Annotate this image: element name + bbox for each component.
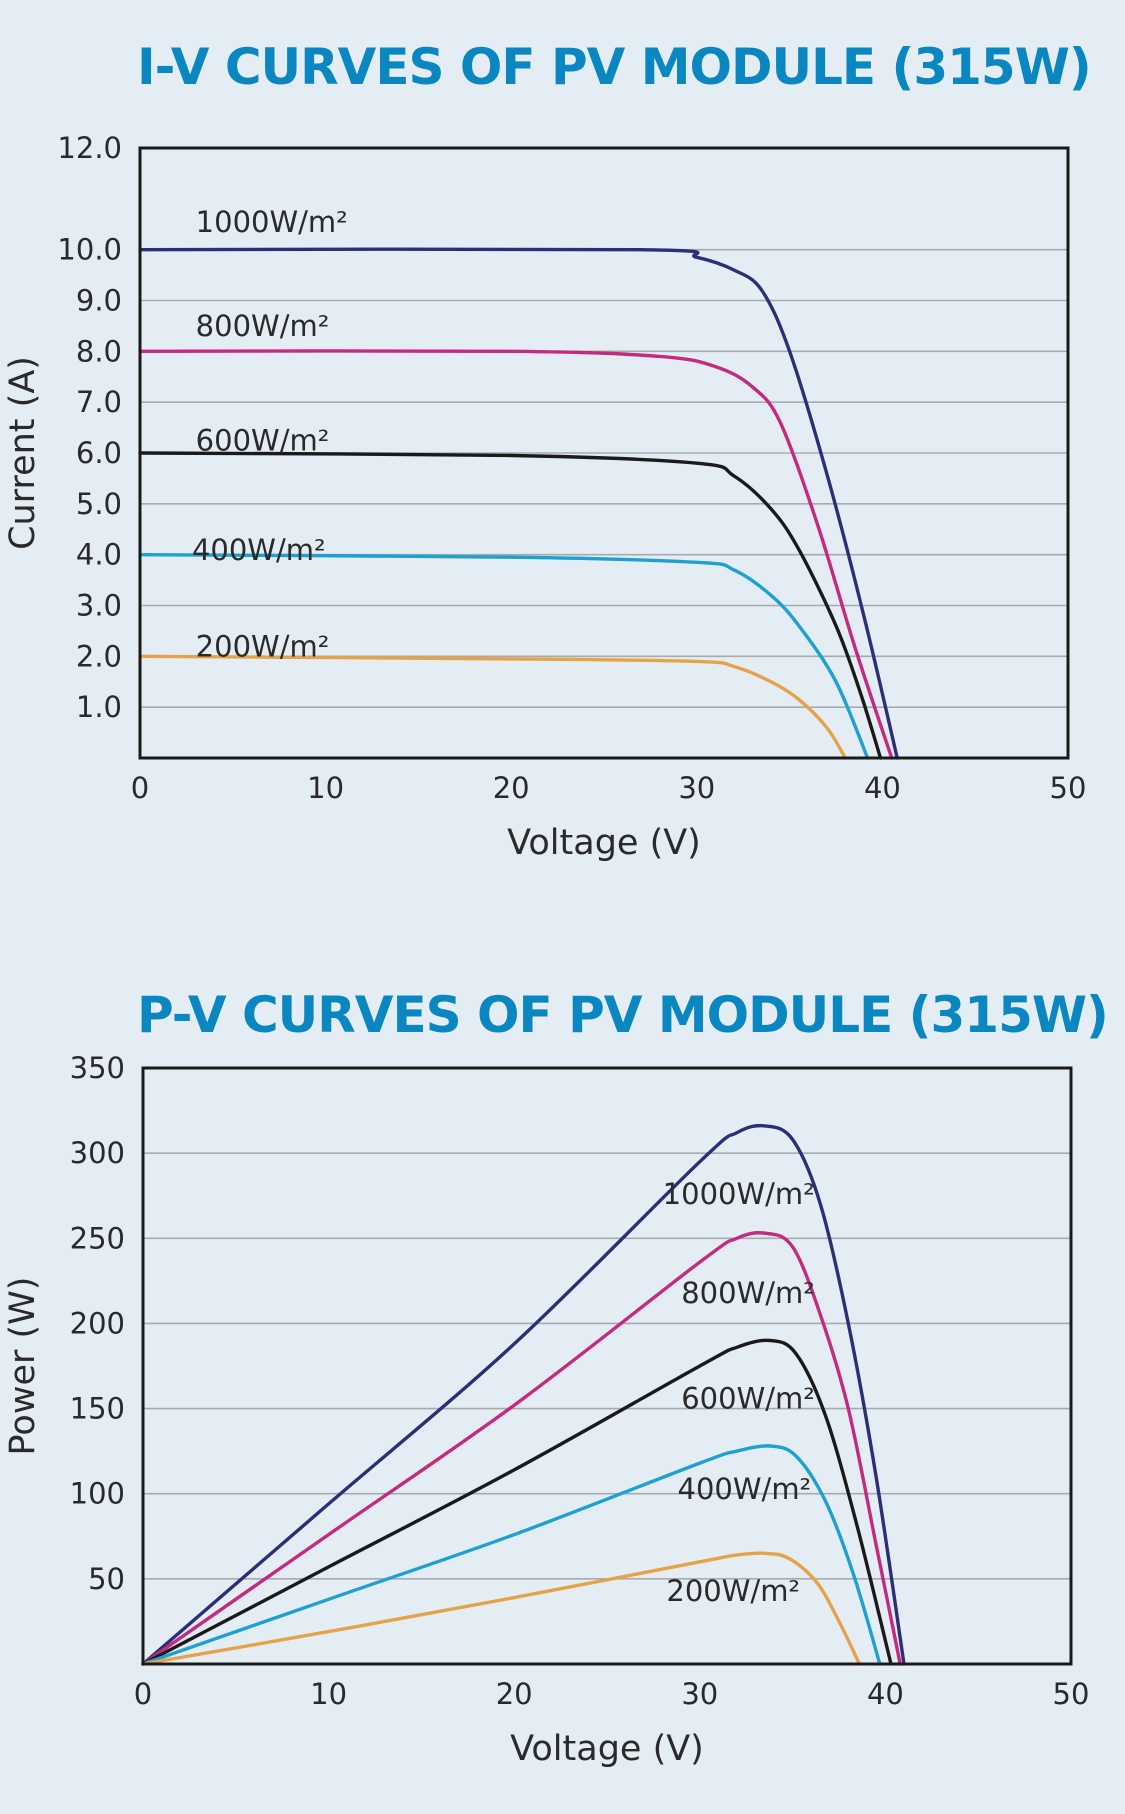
iv-y-tick-label: 10.0: [57, 233, 122, 267]
pv-series-label: 1000W/m²: [663, 1177, 815, 1211]
iv-y-tick-label: 3.0: [76, 589, 122, 623]
iv-series-line: [138, 553, 870, 760]
pv-x-tick-label: 40: [867, 1677, 904, 1711]
pv-y-axis-label: Power (W): [3, 1277, 43, 1456]
pv-chart-title: P-V CURVES OF PV MODULE (315W): [137, 986, 1109, 1044]
pv-series-label: 200W/m²: [666, 1574, 800, 1608]
iv-series-label: 600W/m²: [196, 423, 330, 457]
iv-y-tick-label: 8.0: [76, 334, 122, 368]
iv-x-tick-label: 30: [678, 771, 715, 805]
pv-series-label: 400W/m²: [678, 1472, 812, 1506]
iv-y-tick-label: 1.0: [76, 690, 122, 724]
pv-series-line: [141, 1231, 902, 1666]
iv-y-axis-label: Current (A): [3, 356, 43, 550]
iv-y-tick-label: 12.0: [57, 131, 122, 165]
iv-y-tick-label: 7.0: [76, 385, 122, 419]
pv-y-tick-label: 150: [70, 1392, 125, 1426]
pv-chart-plot: 50 100 150 200 250 300 350 0 10 20 30 40 50 Voltage (…: [3, 1051, 1090, 1769]
iv-series-label: 800W/m²: [196, 309, 330, 343]
pv-x-tick-label: 0: [134, 1677, 152, 1711]
pv-x-tick-label: 10: [310, 1677, 347, 1711]
pv-plot-frame: [141, 1066, 1073, 1666]
iv-chart-plot: 1.0 2.0 3.0 4.0 5.0 6.0 7.0 8.0 9.0 10.0 12.0 0 10 20…: [3, 131, 1087, 863]
pv-series-label: 600W/m²: [681, 1382, 815, 1416]
pv-y-tick-label: 350: [70, 1051, 125, 1085]
pv-series-line: [141, 1338, 893, 1666]
iv-x-tick-label: 10: [307, 771, 344, 805]
pv-y-tick-label: 250: [70, 1221, 125, 1255]
iv-x-tick-label: 0: [131, 771, 149, 805]
iv-series-label: 200W/m²: [196, 629, 330, 663]
iv-x-tick-label: 40: [864, 771, 901, 805]
pv-y-tick-label: 200: [70, 1306, 125, 1340]
iv-y-tick-label: 2.0: [76, 639, 122, 673]
iv-x-axis-label: Voltage (V): [507, 823, 701, 863]
iv-plot-frame: [138, 146, 1070, 760]
iv-series-line: [138, 654, 847, 760]
iv-series-line: [138, 247, 899, 760]
pv-chart: P-V CURVES OF PV MODULE (315W) 50 100 150 2…: [0, 960, 1125, 1814]
iv-x-tick-label: 20: [493, 771, 530, 805]
iv-chart-title: I-V CURVES OF PV MODULE (315W): [137, 38, 1092, 96]
pv-y-tick-label: 100: [70, 1477, 125, 1511]
iv-series-line: [138, 451, 883, 760]
pv-series-line: [141, 1551, 862, 1666]
pv-series-line: [141, 1444, 882, 1666]
pv-x-tick-label: 30: [681, 1677, 718, 1711]
pv-y-tick-label: 50: [88, 1562, 125, 1596]
pv-series-label: 800W/m²: [681, 1276, 815, 1310]
iv-series-line: [138, 349, 894, 760]
pv-y-tick-label: 300: [70, 1136, 125, 1170]
iv-y-tick-label: 9.0: [76, 284, 122, 318]
pv-series-line: [141, 1123, 906, 1666]
iv-x-tick-label: 50: [1050, 771, 1087, 805]
pv-x-tick-label: 20: [496, 1677, 533, 1711]
pv-x-tick-label: 50: [1053, 1677, 1090, 1711]
pv-x-axis-label: Voltage (V): [510, 1729, 704, 1769]
iv-chart: I-V CURVES OF PV MODULE (315W) 1.0 2.0 3.0…: [0, 0, 1125, 900]
iv-y-tick-label: 5.0: [76, 487, 122, 521]
iv-y-tick-label: 4.0: [76, 538, 122, 572]
iv-series-label: 400W/m²: [192, 533, 326, 567]
iv-series-label: 1000W/m²: [196, 205, 348, 239]
iv-y-tick-label: 6.0: [76, 436, 122, 470]
